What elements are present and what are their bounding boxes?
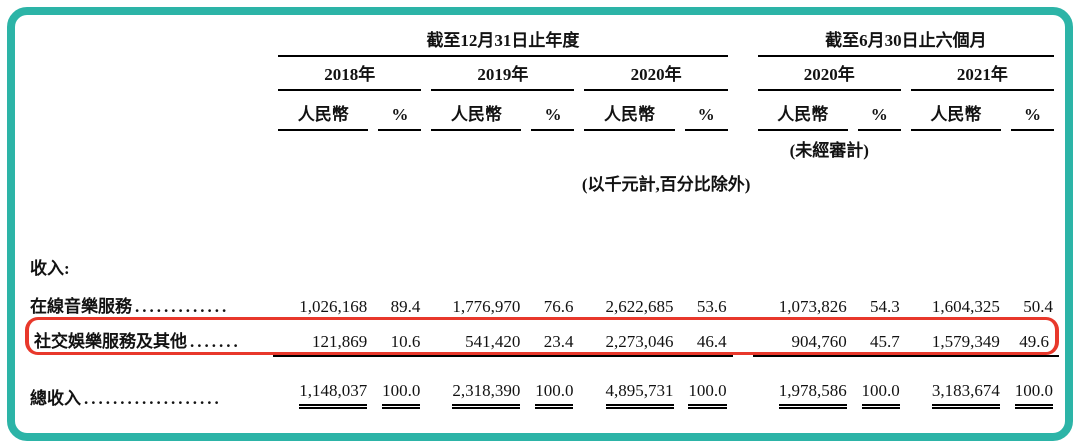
percent-header: % — [378, 105, 422, 131]
value-cell: 1,073,826 — [778, 297, 847, 316]
table-row-online-music: 在線音樂服務............. 1,026,168 89.4 1,776… — [25, 279, 1059, 317]
currency-header: 人民幣 — [278, 100, 369, 131]
value-cell: 121,869 — [273, 317, 374, 355]
section-header-row: 收入: — [25, 245, 1059, 279]
table-row-social-entertainment-highlighted: 社交娛樂服務及其他....... 121,869 10.6 541,420 23… — [25, 317, 1059, 355]
units-note: (以千元計,百分比除外) — [581, 175, 751, 194]
total-value-cell: 100.0 — [526, 355, 580, 409]
value-cell: 89.4 — [390, 297, 421, 316]
value-cell: 45.7 — [852, 317, 906, 355]
value-cell: 2,273,046 — [579, 317, 680, 355]
total-value-cell: 4,895,731 — [579, 355, 680, 409]
value-cell: 10.6 — [373, 317, 427, 355]
total-value-cell: 100.0 — [1005, 355, 1059, 409]
unaudited-note: (未經審計) — [789, 141, 869, 160]
value-cell: 1,604,325 — [931, 297, 1000, 316]
table-frame: 截至12月31日止年度 截至6月30日止六個月 2018年 2019年 2020… — [7, 7, 1073, 441]
total-value-cell: 2,318,390 — [426, 355, 527, 409]
value-cell: 1,776,970 — [452, 297, 521, 316]
total-value-cell: 1,978,586 — [752, 355, 853, 409]
dot-leader: ....... — [190, 332, 241, 351]
value-cell: 1,026,168 — [299, 297, 368, 316]
currency-header: 人民幣 — [757, 100, 848, 131]
unaudited-row: (未經審計) — [25, 131, 1059, 161]
revenue-table: 截至12月31日止年度 截至6月30日止六個月 2018年 2019年 2020… — [25, 25, 1059, 409]
spacer-row — [25, 195, 1059, 245]
currency-header: 人民幣 — [431, 100, 522, 131]
group-header-annual: 截至12月31日止年度 — [278, 26, 728, 57]
total-value-cell: 100.0 — [373, 355, 427, 409]
percent-header: % — [684, 105, 728, 131]
value-cell: 76.6 — [543, 297, 574, 316]
value-cell: 46.4 — [679, 317, 733, 355]
percent-header: % — [1010, 105, 1054, 131]
row-label: 在線音樂服務............. — [30, 297, 230, 316]
currency-header: 人民幣 — [584, 100, 675, 131]
value-cell: 1,579,349 — [905, 317, 1006, 355]
dot-leader: ............. — [135, 297, 230, 316]
value-cell: 49.6 — [1005, 317, 1059, 355]
group-header-row: 截至12月31日止年度 截至6月30日止六個月 — [25, 25, 1059, 57]
sub-header-row: 人民幣 % 人民幣 % 人民幣 % 人民幣 % 人民幣 % — [25, 91, 1059, 131]
percent-header: % — [531, 105, 575, 131]
value-cell: 54.3 — [870, 297, 900, 316]
group-header-interim: 截至6月30日止六個月 — [757, 26, 1054, 57]
row-label: 社交娛樂服務及其他....... — [25, 317, 274, 355]
value-cell: 2,622,685 — [605, 297, 674, 316]
table-row-total-revenue: 總收入................... 1,148,037 100.0 2… — [25, 355, 1059, 409]
value-cell: 904,760 — [752, 317, 853, 355]
year-header-row: 2018年 2019年 2020年 2020年 2021年 — [25, 57, 1059, 91]
year-header: 2020年 — [757, 60, 901, 91]
value-cell: 23.4 — [526, 317, 580, 355]
total-value-cell: 100.0 — [852, 355, 906, 409]
percent-header: % — [857, 105, 901, 131]
value-cell: 53.6 — [696, 297, 727, 316]
value-cell: 50.4 — [1023, 297, 1053, 316]
dot-leader: ................... — [84, 389, 222, 408]
units-note-row: (以千元計,百分比除外) — [25, 161, 1059, 195]
section-label: 收入: — [30, 259, 70, 278]
year-header: 2020年 — [584, 60, 728, 91]
total-value-cell: 1,148,037 — [273, 355, 374, 409]
year-header: 2021年 — [910, 60, 1054, 91]
currency-header: 人民幣 — [910, 100, 1001, 131]
row-label: 總收入................... — [30, 389, 222, 408]
total-value-cell: 3,183,674 — [905, 355, 1006, 409]
year-header: 2018年 — [278, 60, 422, 91]
total-value-cell: 100.0 — [679, 355, 733, 409]
year-header: 2019年 — [431, 60, 575, 91]
value-cell: 541,420 — [426, 317, 527, 355]
